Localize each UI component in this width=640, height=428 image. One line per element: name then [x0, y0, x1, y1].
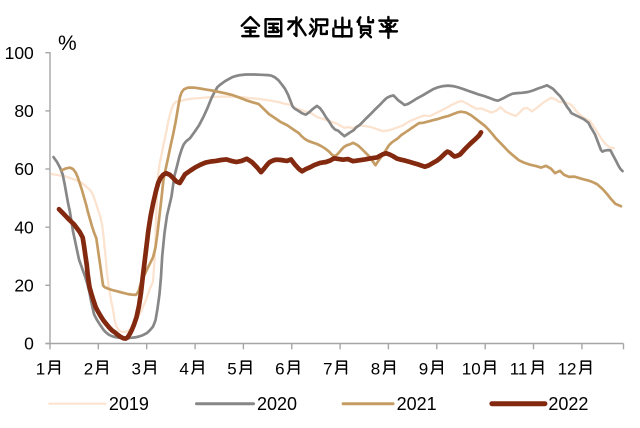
svg-text:9: 9 [419, 360, 428, 379]
svg-text:10: 10 [462, 360, 481, 379]
svg-text:0: 0 [24, 334, 34, 354]
svg-text:2: 2 [84, 360, 93, 379]
svg-text:3: 3 [132, 360, 141, 379]
svg-text:100: 100 [5, 43, 34, 63]
svg-text:80: 80 [14, 101, 34, 121]
svg-text:6: 6 [275, 360, 284, 379]
svg-text:40: 40 [14, 217, 34, 237]
svg-text:60: 60 [14, 159, 34, 179]
svg-text:20: 20 [14, 276, 34, 296]
svg-text:12: 12 [558, 360, 577, 379]
svg-text:2022: 2022 [548, 394, 588, 414]
svg-text:2021: 2021 [397, 394, 437, 414]
svg-text:4: 4 [179, 360, 188, 379]
svg-text:8: 8 [371, 360, 380, 379]
svg-text:1: 1 [36, 360, 45, 379]
svg-text:11: 11 [510, 360, 528, 379]
svg-text:7: 7 [323, 360, 332, 379]
svg-text:2019: 2019 [109, 394, 149, 414]
svg-text:%: % [58, 32, 77, 55]
svg-text:2020: 2020 [257, 394, 297, 414]
svg-text:5: 5 [227, 360, 236, 379]
